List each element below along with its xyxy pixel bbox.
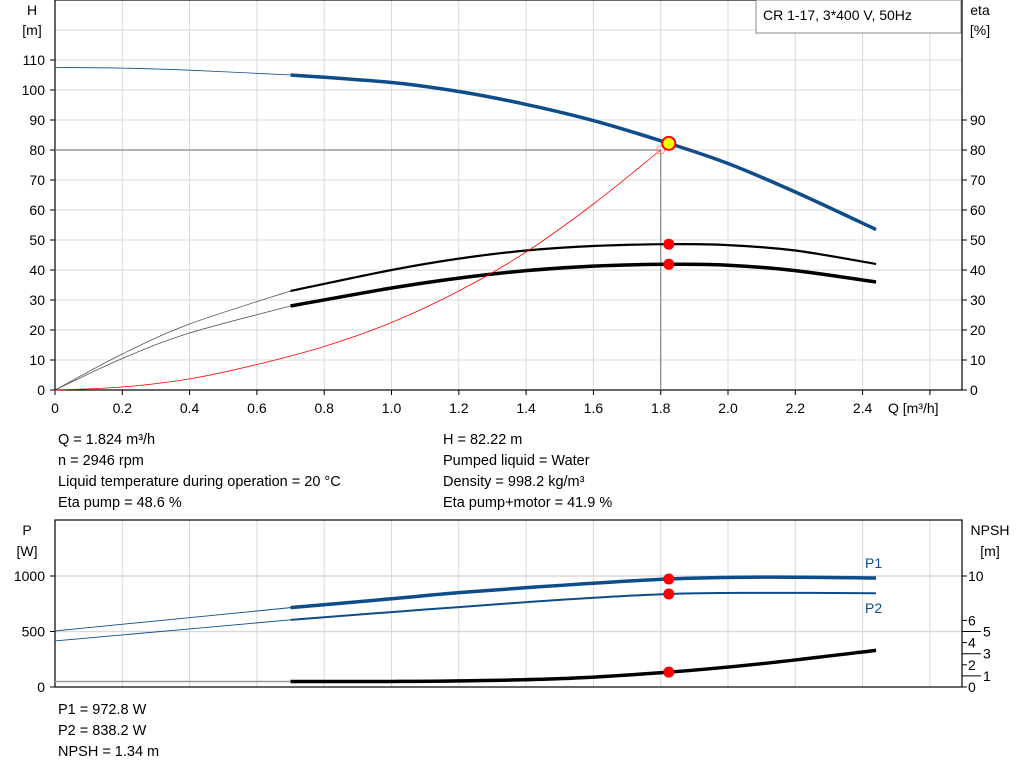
y2-tick-label: 90 xyxy=(970,112,986,128)
y-tick-label: 80 xyxy=(29,142,45,158)
p-tick-label: 1000 xyxy=(14,568,45,584)
system-end-marker xyxy=(656,145,666,155)
op-marker-eta-pump xyxy=(663,238,675,250)
curve-P2-thin xyxy=(54,619,291,642)
info-n: n = 2946 rpm xyxy=(58,453,144,469)
info-h: H = 82.22 m xyxy=(443,432,523,448)
series-label-P1: P1 xyxy=(865,555,882,571)
npsh-tick-label: 2 xyxy=(968,657,976,673)
y-tick-label: 60 xyxy=(29,202,45,218)
info-liquid: Pumped liquid = Water xyxy=(443,453,590,469)
y2-tick-label: 10 xyxy=(970,352,986,368)
y-tick-label: 0 xyxy=(37,382,45,398)
npsh-tick-label: 3 xyxy=(983,646,991,662)
y2-tick-label: 80 xyxy=(970,142,986,158)
info-left: Q = 1.824 m³/h n = 2946 rpm Liquid tempe… xyxy=(58,430,341,514)
curve-P1 xyxy=(290,575,877,610)
x-tick-label: 1.4 xyxy=(516,400,536,416)
op-marker-P1 xyxy=(663,573,675,585)
x-tick-label: 0 xyxy=(51,400,59,416)
y2-tick-label: 20 xyxy=(970,322,986,338)
p-tick-label: 0 xyxy=(37,679,45,695)
npsh-tick-label: 4 xyxy=(968,635,976,651)
npsh-tick-label: 10 xyxy=(968,568,984,584)
y2-tick-label: 0 xyxy=(970,382,978,398)
y-axis-label: H xyxy=(27,2,37,18)
npsh-tick-label: 1 xyxy=(983,668,991,684)
y-tick-label: 10 xyxy=(29,352,45,368)
op-marker-eta-pump-motor xyxy=(663,258,675,270)
x-tick-label: 0.8 xyxy=(314,400,334,416)
info-eta-pump: Eta pump = 48.6 % xyxy=(58,495,182,511)
info-density: Density = 998.2 kg/m³ xyxy=(443,474,585,490)
info-npsh: NPSH = 1.34 m xyxy=(58,744,160,760)
y-tick-label: 70 xyxy=(29,172,45,188)
y2-tick-label: 50 xyxy=(970,232,986,248)
npsh-axis-unit: [m] xyxy=(980,543,999,559)
info-eta-pump-motor: Eta pump+motor = 41.9 % xyxy=(443,495,613,511)
info-p2: P2 = 838.2 W xyxy=(58,723,147,739)
p-axis-unit: [W] xyxy=(17,543,38,559)
y2-axis-label: eta xyxy=(970,2,990,18)
npsh-tick-label: 5 xyxy=(983,624,991,640)
x-tick-label: 2.2 xyxy=(786,400,806,416)
npsh-axis-label: NPSH xyxy=(971,522,1010,538)
p-axis-label: P xyxy=(22,522,31,538)
npsh-tick-label: 0 xyxy=(968,679,976,695)
npsh-tick-label: 6 xyxy=(968,612,976,628)
p-tick-label: 500 xyxy=(22,624,46,640)
curve-eta-pump-motor xyxy=(290,262,877,308)
curve-P1-thin xyxy=(54,607,291,632)
curve-eta-pump-thin xyxy=(54,290,291,391)
op-marker-H xyxy=(661,135,677,151)
info-q: Q = 1.824 m³/h xyxy=(58,432,156,448)
y2-axis-unit: [%] xyxy=(970,22,990,38)
x-tick-label: 1.6 xyxy=(584,400,604,416)
y2-tick-label: 40 xyxy=(970,262,986,278)
y-tick-label: 110 xyxy=(23,52,46,68)
y-tick-label: 90 xyxy=(29,112,45,128)
x-tick-label: 0.4 xyxy=(180,400,200,416)
info-temp: Liquid temperature during operation = 20… xyxy=(58,474,341,490)
curve-eta-pump-motor-thin xyxy=(54,305,291,391)
curve-eta-pump xyxy=(290,243,877,293)
legend-box xyxy=(755,0,962,34)
curve-P2 xyxy=(290,591,877,621)
op-marker-NPSH xyxy=(663,666,675,678)
curve-H xyxy=(290,73,877,232)
x-tick-label: 1.2 xyxy=(449,400,469,416)
y2-tick-label: 30 xyxy=(970,292,986,308)
y2-tick-label: 60 xyxy=(970,202,986,218)
y-tick-label: 100 xyxy=(22,82,46,98)
info-right: H = 82.22 m Pumped liquid = Water Densit… xyxy=(443,430,612,514)
y-tick-label: 30 xyxy=(29,292,45,308)
info-p1: P1 = 972.8 W xyxy=(58,702,147,718)
x-tick-label: 2.0 xyxy=(718,400,738,416)
y-axis-unit: [m] xyxy=(22,22,41,38)
x-tick-label: 1.8 xyxy=(651,400,671,416)
info-bottom: P1 = 972.8 W P2 = 838.2 W NPSH = 1.34 m xyxy=(58,700,159,763)
curve-H-thin xyxy=(54,67,291,76)
x-tick-label: 1.0 xyxy=(382,400,402,416)
series-label-P2: P2 xyxy=(865,600,882,616)
y2-tick-label: 70 xyxy=(970,172,986,188)
x-tick-label: 0.2 xyxy=(113,400,133,416)
x-tick-label: 2.4 xyxy=(853,400,873,416)
op-marker-P2 xyxy=(663,588,675,600)
y-tick-label: 40 xyxy=(29,262,45,278)
curve-system xyxy=(54,149,661,391)
x-tick-label: 0.6 xyxy=(247,400,267,416)
curve-NPSH xyxy=(290,648,877,684)
plot-frame-bottom xyxy=(54,519,963,688)
x-axis-label: Q [m³/h] xyxy=(888,400,939,416)
y-tick-label: 20 xyxy=(29,322,45,338)
plot-frame-top xyxy=(54,0,963,391)
legend-box-text: CR 1-17, 3*400 V, 50Hz xyxy=(763,7,912,23)
y-tick-label: 50 xyxy=(29,232,45,248)
